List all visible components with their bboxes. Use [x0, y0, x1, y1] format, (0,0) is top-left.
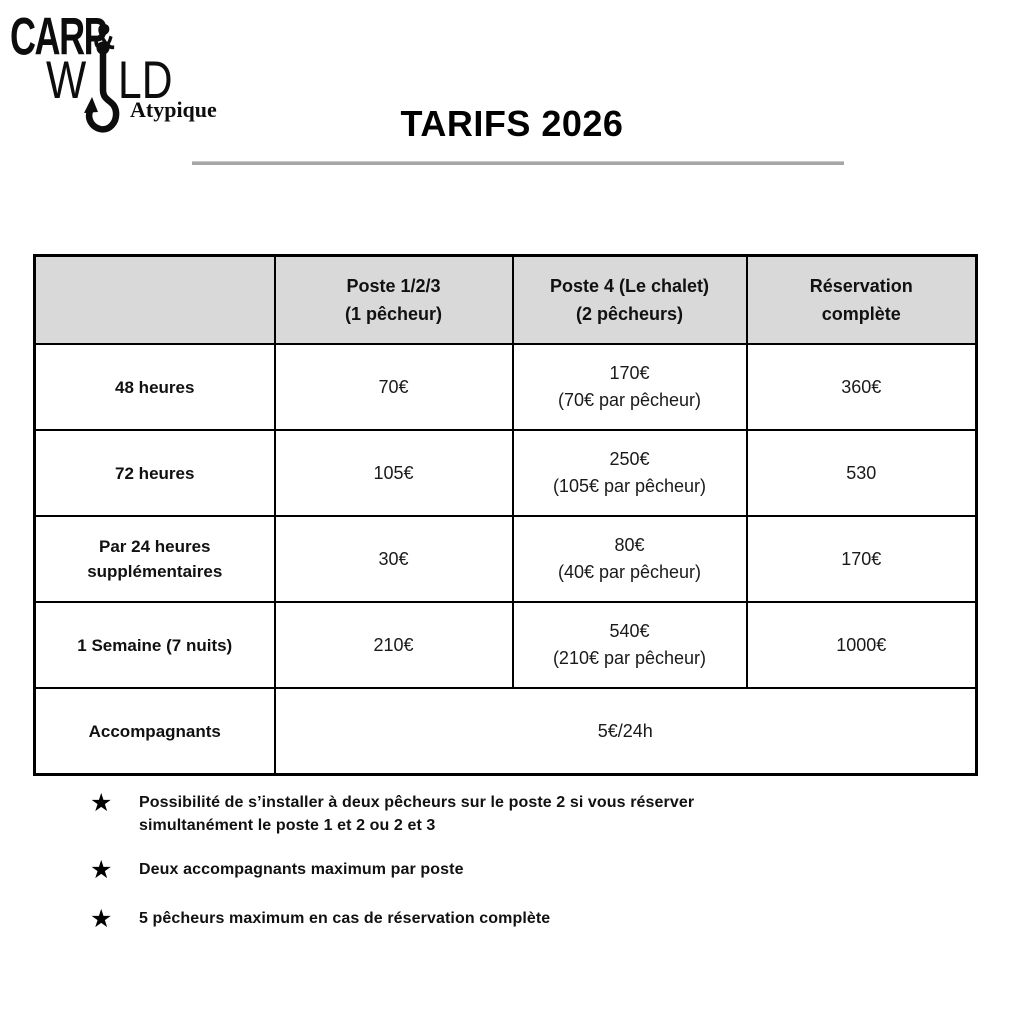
price-cell: 105€	[273, 429, 514, 517]
table-row-72h: 72 heures 105€ 250€ (105€ par pêcheur) 5…	[33, 429, 978, 517]
star-icon: ★	[90, 789, 113, 817]
logo-word-wild-w: W	[46, 51, 87, 111]
price-cell: 250€ (105€ par pêcheur)	[511, 429, 748, 517]
price-cell: 1000€	[745, 601, 978, 689]
row-label: 72 heures	[33, 429, 276, 517]
price-cell: 80€ (40€ par pêcheur)	[511, 515, 748, 603]
footnote-item: ★ Deux accompagnants maximum par poste	[90, 856, 770, 884]
row-label: Par 24 heures supplémentaires	[33, 515, 276, 603]
price-cell: 210€	[273, 601, 514, 689]
price-cell: 30€	[273, 515, 514, 603]
table-row-48h: 48 heures 70€ 170€ (70€ par pêcheur) 360…	[33, 343, 978, 431]
logo-word-wild-ld: LD	[118, 51, 173, 111]
price-cell: 540€ (210€ par pêcheur)	[511, 601, 748, 689]
price-cell: 530	[745, 429, 978, 517]
star-icon: ★	[90, 905, 113, 933]
price-cell: 70€	[273, 343, 514, 431]
table-row-24h-supp: Par 24 heures supplémentaires 30€ 80€ (4…	[33, 515, 978, 603]
fish-hook-icon	[84, 41, 120, 133]
footnote-text: Possibilité de s’installer à deux pêcheu…	[139, 794, 695, 834]
star-icon: ★	[90, 856, 113, 884]
table-header-row: Poste 1/2/3 (1 pêcheur) Poste 4 (Le chal…	[33, 254, 978, 345]
footnote-item: ★ 5 pêcheurs maximum en cas de réservati…	[90, 905, 770, 933]
column-header-reservation-complete: Réservation complète	[745, 254, 978, 345]
page-title: TARIFS 2026	[400, 103, 624, 144]
logo: CARP & W LD Atypique	[0, 0, 260, 150]
table-row-semaine: 1 Semaine (7 nuits) 210€ 540€ (210€ par …	[33, 601, 978, 689]
price-cell: 360€	[745, 343, 978, 431]
column-header-poste-123: Poste 1/2/3 (1 pêcheur)	[273, 254, 514, 345]
price-cell: 170€	[745, 515, 978, 603]
footnote-text: Deux accompagnants maximum par poste	[139, 861, 464, 878]
table-row-accompagnants: Accompagnants 5€/24h	[33, 687, 978, 776]
row-label: 48 heures	[33, 343, 276, 431]
row-label: 1 Semaine (7 nuits)	[33, 601, 276, 689]
column-header-poste-4: Poste 4 (Le chalet) (2 pêcheurs)	[511, 254, 748, 345]
price-cell: 170€ (70€ par pêcheur)	[511, 343, 748, 431]
footnotes: ★ Possibilité de s’installer à deux pêch…	[90, 791, 770, 933]
footnote-text: 5 pêcheurs maximum en cas de réservation…	[139, 910, 551, 927]
footnote-item: ★ Possibilité de s’installer à deux pêch…	[90, 791, 770, 837]
logo-tagline: Atypique	[130, 97, 217, 122]
column-header-empty	[33, 254, 276, 345]
title-divider	[192, 161, 844, 165]
merged-price-cell: 5€/24h	[273, 687, 978, 776]
logo-word-carp: CARP	[10, 7, 108, 66]
pricing-table: Poste 1/2/3 (1 pêcheur) Poste 4 (Le chal…	[33, 254, 978, 776]
row-label: Accompagnants	[33, 687, 276, 776]
